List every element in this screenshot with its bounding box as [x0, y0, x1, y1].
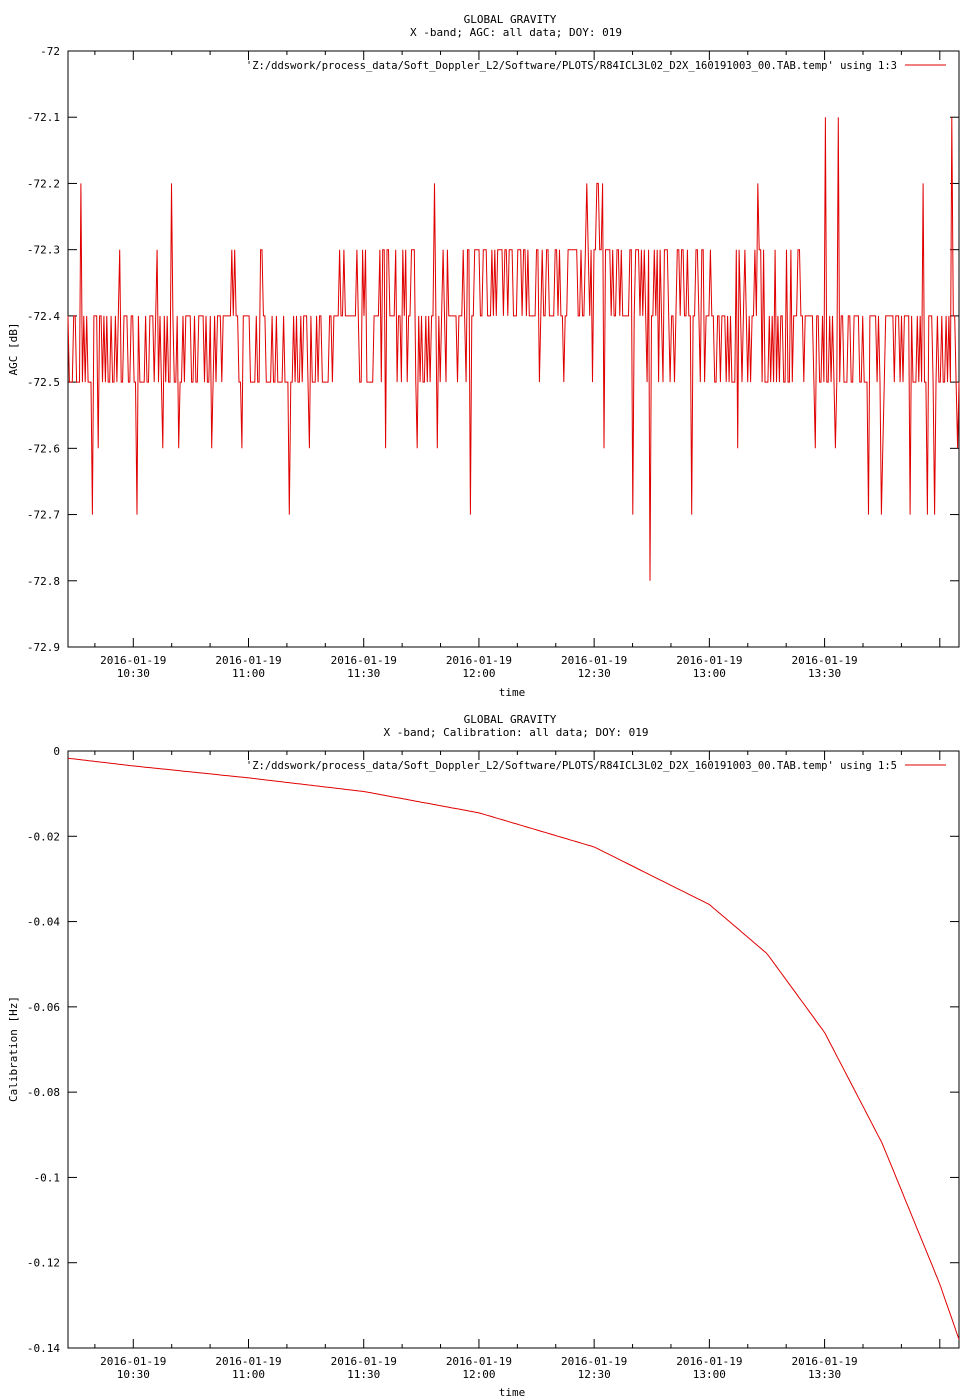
- agc-y-tick-label: -72.4: [27, 310, 60, 323]
- agc-x-tick-date: 2016-01-19: [331, 654, 397, 667]
- agc-x-tick-date: 2016-01-19: [676, 654, 742, 667]
- agc-axis-ticks: -72 -72.1 -72.2 -72.3 -72.4 -72.5 -72.6 -72.7 -7…: [27, 45, 959, 680]
- calibration-y-tick-label: -0.14: [27, 1342, 60, 1355]
- calibration-x-tick-date: 2016-01-19: [100, 1355, 166, 1368]
- agc-chart-subtitle: X -band; AGC: all data; DOY: 019: [410, 26, 622, 39]
- calibration-series-line: [67, 757, 960, 1340]
- agc-y-tick-label: -72: [40, 45, 60, 58]
- agc-x-axis-label: time: [499, 686, 526, 699]
- agc-legend-entry: 'Z:/ddswork/process_data/Soft_Doppler_L2…: [246, 60, 897, 72]
- agc-x-tick-date: 2016-01-19: [561, 654, 627, 667]
- calibration-x-tick-date: 2016-01-19: [676, 1355, 742, 1368]
- calibration-y-tick-label: -0.06: [27, 1001, 60, 1014]
- calibration-axis-ticks: 0 -0.02 -0.04 -0.06 -0.08 -0.1 -0.12 -0.14 2016-…: [27, 745, 959, 1381]
- calibration-y-tick-label: -0.12: [27, 1257, 60, 1270]
- calibration-y-tick-label: 0: [53, 745, 60, 758]
- agc-x-tick-time: 12:30: [578, 667, 611, 680]
- agc-x-tick-time: 11:30: [347, 667, 380, 680]
- calibration-x-tick-date: 2016-01-19: [561, 1355, 627, 1368]
- calibration-x-tick-time: 12:00: [462, 1368, 495, 1381]
- calibration-y-tick-label: -0.08: [27, 1086, 60, 1099]
- agc-x-tick-date: 2016-01-19: [791, 654, 857, 667]
- agc-x-tick-date: 2016-01-19: [446, 654, 512, 667]
- agc-chart: GLOBAL GRAVITY X -band; AGC: all data; D…: [7, 13, 960, 699]
- calibration-chart-title: GLOBAL GRAVITY: [464, 713, 557, 726]
- calibration-x-tick-time: 10:30: [117, 1368, 150, 1381]
- calibration-x-tick-time: 13:00: [693, 1368, 726, 1381]
- calibration-x-tick-date: 2016-01-19: [331, 1355, 397, 1368]
- agc-x-tick-time: 13:00: [693, 667, 726, 680]
- calibration-x-axis-label: time: [499, 1386, 526, 1399]
- agc-y-tick-label: -72.8: [27, 575, 60, 588]
- calibration-y-tick-label: -0.02: [27, 830, 60, 843]
- agc-x-tick-date: 2016-01-19: [100, 654, 166, 667]
- agc-y-tick-label: -72.7: [27, 509, 60, 522]
- calibration-series-group: [67, 757, 960, 1340]
- calibration-y-tick-label: -0.1: [34, 1171, 61, 1184]
- calibration-x-tick-time: 12:30: [578, 1368, 611, 1381]
- calibration-plot-frame: [67, 750, 960, 1349]
- agc-y-tick-label: -72.2: [27, 177, 60, 190]
- calibration-x-tick-date: 2016-01-19: [446, 1355, 512, 1368]
- agc-chart-title: GLOBAL GRAVITY: [464, 13, 557, 26]
- agc-x-tick-time: 13:30: [808, 667, 841, 680]
- calibration-x-tick-date: 2016-01-19: [215, 1355, 281, 1368]
- agc-x-tick-time: 11:00: [232, 667, 265, 680]
- calibration-x-tick-date: 2016-01-19: [791, 1355, 857, 1368]
- agc-plot-frame: [67, 50, 960, 648]
- calibration-x-tick-time: 11:00: [232, 1368, 265, 1381]
- agc-x-tick-time: 12:00: [462, 667, 495, 680]
- agc-x-tick-time: 10:30: [117, 667, 150, 680]
- calibration-legend-entry: 'Z:/ddswork/process_data/Soft_Doppler_L2…: [246, 760, 897, 772]
- calibration-chart-subtitle: X -band; Calibration: all data; DOY: 019: [384, 726, 649, 739]
- calibration-x-tick-time: 13:30: [808, 1368, 841, 1381]
- agc-x-tick-date: 2016-01-19: [215, 654, 281, 667]
- agc-y-axis-label: AGC [dB]: [7, 323, 20, 376]
- calibration-x-tick-time: 11:30: [347, 1368, 380, 1381]
- agc-series-group: [67, 117, 960, 581]
- calibration-y-axis-label: Calibration [Hz]: [7, 996, 20, 1102]
- agc-y-tick-label: -72.3: [27, 244, 60, 257]
- agc-y-tick-label: -72.6: [27, 442, 60, 455]
- agc-y-tick-label: -72.5: [27, 376, 60, 389]
- calibration-y-tick-label: -0.04: [27, 916, 60, 929]
- agc-y-tick-label: -72.9: [27, 641, 60, 654]
- calibration-chart: GLOBAL GRAVITY X -band; Calibration: all…: [7, 713, 960, 1399]
- agc-series-line: [67, 117, 960, 581]
- agc-y-tick-label: -72.1: [27, 111, 60, 124]
